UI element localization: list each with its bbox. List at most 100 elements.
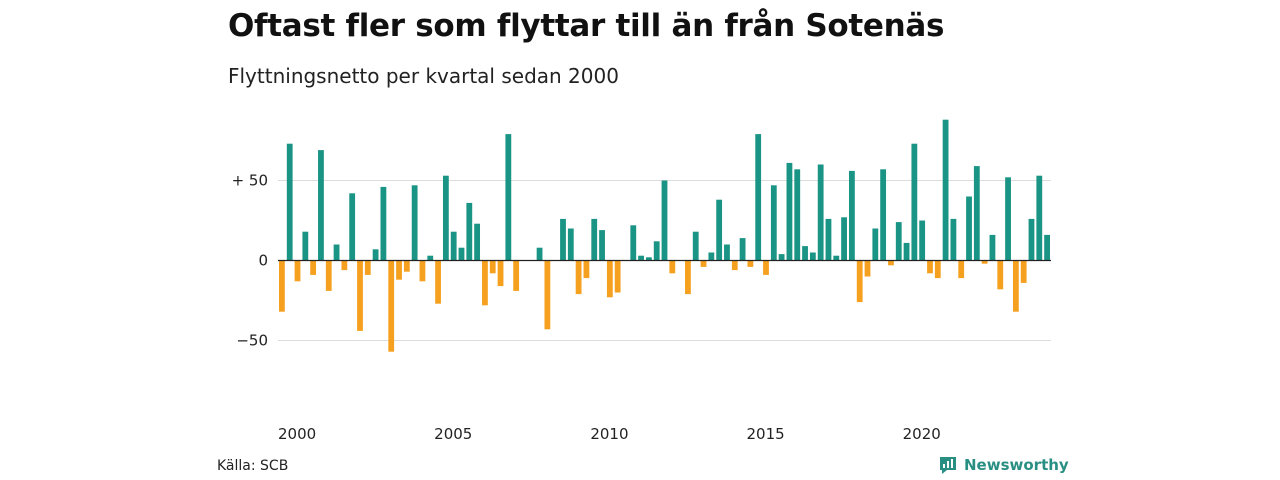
bar [895,222,902,261]
bar [645,257,652,261]
bar [685,260,691,295]
bar [489,260,496,274]
bar [763,260,769,275]
bar [911,143,918,261]
bar [318,150,324,261]
x-tick-label: 2020 [903,425,941,443]
bar [364,260,371,275]
bar [294,260,301,282]
bar [638,255,644,261]
bar [950,218,957,261]
bar [349,193,356,261]
x-tick-label: 2015 [746,425,784,443]
bar [403,260,410,272]
bar [841,217,847,261]
bar [606,260,613,298]
bar [372,249,379,261]
bar [809,252,816,261]
y-tick-label: −50 [236,332,268,350]
bar [279,260,285,312]
bar [692,231,699,261]
axes: + 50 0 −50 2000 2005 2010 2015 2020 [232,172,1051,443]
bar [325,260,332,291]
bar [427,255,434,261]
bar [739,238,746,261]
bar [544,260,551,330]
bar [567,228,574,261]
bar [560,218,566,261]
bar [856,260,863,303]
bar [333,244,340,261]
bar [872,228,879,261]
bar [817,164,824,261]
bar [802,246,808,261]
bar [1028,218,1035,261]
bar [770,185,777,261]
bar [435,260,441,304]
x-tick-label: 2005 [434,425,472,443]
x-tick-label: 2010 [590,425,628,443]
bar [310,260,317,275]
brand-name: Newsworthy [964,456,1069,474]
bar [989,234,996,261]
bar [653,241,660,261]
bar [981,260,988,264]
chart-title: Oftast fler som flyttar till än från Sot… [228,8,945,44]
bar [731,260,738,271]
bar [864,260,871,277]
bar [786,162,793,261]
bar [474,223,481,261]
bar [411,185,418,261]
bar [466,202,473,261]
bars [279,119,1050,352]
x-tick-label: 2000 [278,425,316,443]
bar [630,225,637,261]
bar [583,260,590,279]
bar [669,260,676,274]
bar [927,260,933,274]
bar [794,169,801,261]
bar [442,175,449,261]
y-tick-label: 0 [258,252,268,270]
bar [700,260,707,267]
bar [450,231,457,261]
bar [997,260,1004,290]
bar [724,244,730,261]
bar [958,260,965,279]
bar [716,199,723,261]
bar [513,260,520,291]
bar [505,134,512,261]
bar [973,166,980,261]
bar [419,260,426,282]
bar [357,260,363,331]
source-note: Källa: SCB [217,458,289,474]
brand-logo: Newsworthy [938,455,1069,475]
bar [903,242,910,261]
bar [778,254,785,261]
bar [575,260,582,295]
bar [286,143,293,261]
bar [833,255,840,261]
bar [919,220,926,261]
chart-subtitle: Flyttningsnetto per kvartal sedan 2000 [228,64,619,88]
bar [396,260,402,280]
bar-chart: + 50 0 −50 2000 2005 2010 2015 2020 [232,119,1051,443]
bar [661,180,668,261]
bar [591,218,598,261]
bar [536,247,543,261]
bar [497,260,504,287]
bar [934,260,941,279]
bar [825,218,832,261]
bar [1005,177,1011,261]
bar [1036,175,1043,261]
bar [1012,260,1019,312]
bar [341,260,348,271]
bar [942,119,949,261]
bar [388,260,395,352]
bar [966,196,972,261]
bar [302,231,309,261]
bar [614,260,621,293]
bar [1020,260,1027,283]
bar [880,169,887,261]
bar [747,260,754,267]
